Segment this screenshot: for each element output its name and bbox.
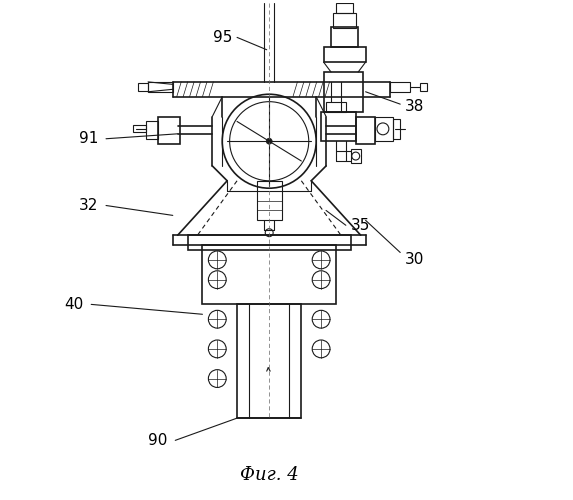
Bar [351,148,360,164]
Bar [420,83,427,91]
Bar [390,82,410,92]
Bar [393,119,400,139]
Text: 35: 35 [351,218,370,233]
Bar [138,83,148,91]
Text: 32: 32 [79,198,99,213]
Bar [257,181,281,220]
Text: 40: 40 [64,297,84,312]
Bar [324,48,366,62]
Bar [326,102,346,112]
Bar [158,116,180,143]
Text: 90: 90 [148,433,168,448]
Circle shape [266,138,272,144]
Bar [237,304,301,418]
Bar [202,245,336,304]
Text: Фиг. 4: Фиг. 4 [240,466,299,484]
Text: 38: 38 [405,99,425,114]
Bar [331,28,358,48]
Text: 30: 30 [405,252,425,268]
Text: 91: 91 [79,131,99,146]
Bar [324,72,363,112]
Bar [356,116,375,143]
Bar [146,122,158,138]
Bar [321,112,356,141]
Bar [333,12,356,28]
Text: 95: 95 [213,30,232,45]
Bar [148,82,173,92]
Bar [187,235,351,250]
Bar [336,3,353,13]
Bar [133,126,146,132]
Bar [375,116,393,141]
